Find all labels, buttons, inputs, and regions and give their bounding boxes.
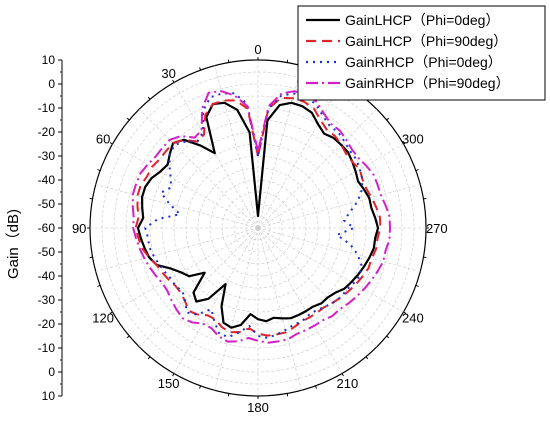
angle-tick-label: 60 <box>96 132 110 147</box>
angle-tick-label: 120 <box>92 310 114 325</box>
angle-tick <box>386 117 390 121</box>
grid-spoke <box>214 65 259 229</box>
series-line <box>136 101 380 329</box>
grid-spoke <box>257 108 378 229</box>
radial-tick-label: 0 <box>48 77 55 91</box>
angle-tick <box>341 373 344 377</box>
radial-tick-label: -40 <box>38 269 56 283</box>
angle-tick <box>423 197 427 200</box>
grid-spoke <box>138 108 259 229</box>
radial-tick-label: -10 <box>38 101 56 115</box>
angle-tick <box>415 284 419 287</box>
radial-tick-label: 0 <box>48 365 55 379</box>
angle-tick <box>386 335 390 339</box>
angle-tick <box>172 373 175 377</box>
angle-tick <box>126 117 130 121</box>
angle-tick <box>365 356 369 360</box>
angle-tick <box>415 169 419 172</box>
radial-tick-label: -20 <box>38 317 56 331</box>
grid-spoke <box>138 227 259 348</box>
angle-tick-label: 150 <box>158 376 180 391</box>
series-line <box>144 92 364 339</box>
grid-spoke <box>95 184 259 229</box>
angle-tick-label: 90 <box>72 221 86 236</box>
angle-tick <box>227 393 230 397</box>
angle-tick <box>286 59 289 63</box>
radial-tick-label: -30 <box>38 293 56 307</box>
angle-tick <box>109 142 113 145</box>
angle-tick-label: 180 <box>247 400 269 415</box>
angle-tick <box>403 142 407 145</box>
grid-circle <box>113 83 403 373</box>
y-axis-label: Gain（dB) <box>5 209 22 279</box>
angle-tick <box>147 96 151 100</box>
grid-spoke <box>257 227 302 391</box>
radial-tick-label: 10 <box>42 53 56 67</box>
legend-box <box>297 5 546 101</box>
angle-tick-label: 210 <box>337 376 359 391</box>
radial-tick-label: -50 <box>38 197 56 211</box>
grid-spoke <box>95 227 259 272</box>
grid-spoke <box>257 65 302 229</box>
angle-axis: 0 30 60 90 120 150 180 210 240 270 300 <box>72 42 448 415</box>
radial-tick-label: -10 <box>38 341 56 355</box>
grid-spoke <box>257 184 421 229</box>
angle-tick <box>97 284 101 287</box>
data-series <box>131 90 391 344</box>
angle-tick <box>147 356 151 360</box>
angle-tick <box>97 169 101 172</box>
grid-spoke <box>173 82 259 229</box>
series-line <box>134 97 382 337</box>
angle-tick <box>199 385 202 389</box>
grid-spoke <box>214 227 259 391</box>
angle-tick <box>126 335 130 339</box>
angle-tick <box>227 59 230 63</box>
legend-label: GainLHCP（Phi=90deg） <box>345 33 507 49</box>
angle-tick-label: 30 <box>161 66 175 81</box>
grid-spoke <box>257 143 404 229</box>
angle-tick-label: 240 <box>402 310 424 325</box>
radial-tick-label: -30 <box>38 149 56 163</box>
legend-label: GainRHCP（Phi=90deg） <box>345 75 510 91</box>
grid-spoke <box>112 227 259 313</box>
radial-tick-label: -40 <box>38 173 56 187</box>
grid-spoke <box>173 227 259 374</box>
angle-tick <box>89 256 93 259</box>
grid-spoke <box>257 82 343 229</box>
angle-tick <box>199 67 202 71</box>
angle-tick <box>423 256 427 259</box>
radial-tick-label: -60 <box>38 221 56 235</box>
angle-tick <box>403 311 407 314</box>
radial-tick-label: 10 <box>42 389 56 403</box>
angle-tick-label: 300 <box>402 132 424 147</box>
legend-label: GainRHCP（Phi=0deg） <box>345 54 502 70</box>
grid-spoke <box>112 143 259 229</box>
series-line <box>131 90 391 344</box>
grid-circle <box>233 203 283 253</box>
grid-spoke <box>257 227 378 348</box>
legend-label: GainLHCP（Phi=0deg） <box>345 12 499 28</box>
grid-spoke <box>257 227 421 272</box>
angle-tick-label: 270 <box>426 221 448 236</box>
angle-tick <box>172 79 175 83</box>
grid-circle <box>173 143 343 313</box>
polar-grid <box>87 57 429 399</box>
angle-tick <box>286 393 289 397</box>
angle-tick <box>89 197 93 200</box>
radial-axis: 10 10 0 0 -10 -10 -20 -20 -30 -30 -40 -40 -50 -50 -60 <box>38 53 63 403</box>
radial-tick-label: -20 <box>38 125 56 139</box>
angle-tick <box>314 385 317 389</box>
radial-tick-label: -50 <box>38 245 56 259</box>
angle-tick <box>109 311 113 314</box>
grid-spoke <box>257 227 404 313</box>
grid-spoke <box>257 227 343 374</box>
legend: GainLHCP（Phi=0deg） GainLHCP（Phi=90deg） Gai… <box>297 5 546 101</box>
angle-tick-label: 0 <box>254 42 261 57</box>
